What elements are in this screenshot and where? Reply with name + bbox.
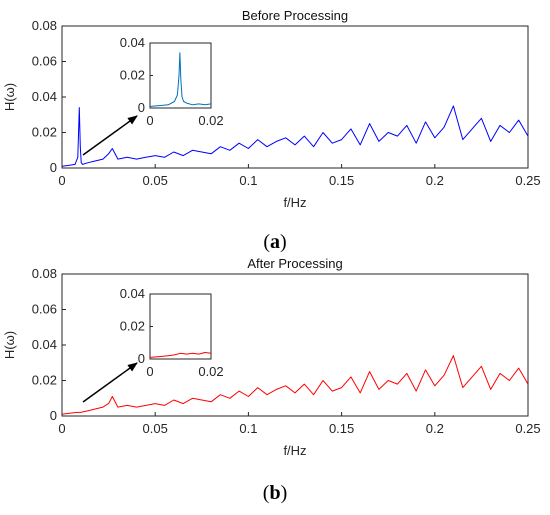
panel-b: After Processing 0 0.05 0.1 0.15 0.2 0.25 0 0.0… (2, 256, 541, 504)
inset-axes-a: 0 0.02 0 0.02 0.04 (120, 35, 224, 128)
zoom-arrow-a (82, 115, 138, 156)
inset-b-x-tick-label: 0 (146, 364, 153, 379)
main-a-y-tick-label: 0.04 (32, 89, 57, 104)
inset-b-y-tick-label: 0.02 (120, 319, 145, 334)
inset-a-x-tick-label: 0 (146, 113, 153, 128)
panel-label-b: (b) (263, 482, 287, 504)
inset-b-y-tick-label: 0 (138, 351, 145, 366)
y-axis-label-a: H(ω) (2, 83, 17, 111)
main-b-y-tick-label: 0.04 (32, 337, 57, 352)
main-a-y-tick-label: 0 (50, 160, 57, 175)
inset-line-b (149, 352, 212, 358)
main-a-x-tick-label: 0.25 (515, 173, 540, 188)
main-a-x-tick-label: 0.1 (239, 173, 257, 188)
x-axis-label-b: f/Hz (283, 443, 306, 458)
plot-title-a: Before Processing (242, 8, 348, 23)
inset-axes-b: 0 0.02 0 0.02 0.04 (120, 286, 224, 379)
main-a-y-tick-label: 0.02 (32, 125, 57, 140)
inset-box-b (149, 293, 212, 360)
main-a-y-tick-label: 0.06 (32, 54, 57, 69)
spectrum-line-a (61, 105, 529, 167)
panel-label-a: (a) (263, 231, 286, 253)
inset-a-y-tick-label: 0 (138, 100, 145, 115)
main-b-x-tick-label: 0.05 (143, 421, 168, 436)
main-a-y-tick-label: 0.08 (32, 18, 57, 33)
spectrum-line-b (61, 355, 529, 415)
main-b-y-tick-label: 0.06 (32, 302, 57, 317)
plot-title-b: After Processing (247, 256, 342, 271)
inset-a-x-tick-label: 0.02 (198, 113, 223, 128)
panel-a: Before Processing 0 0.05 0.1 0.15 0.2 0.25 0 0.… (2, 8, 541, 253)
inset-line-a (149, 52, 212, 107)
main-axes-b: 0 0.05 0.1 0.15 0.2 0.25 0 0.02 0.04 0.06 0.08 (32, 266, 541, 436)
zoom-arrow-b (82, 362, 138, 403)
main-b-y-tick-label: 0 (50, 408, 57, 423)
x-axis-label-a: f/Hz (283, 195, 306, 210)
main-b-x-tick-label: 0.25 (515, 421, 540, 436)
inset-b-y-tick-label: 0.04 (120, 286, 145, 301)
main-a-x-tick-label: 0.05 (143, 173, 168, 188)
main-a-x-tick-label: 0.15 (329, 173, 354, 188)
main-a-x-tick-label: 0 (58, 173, 65, 188)
inset-a-y-tick-label: 0.04 (120, 35, 145, 50)
main-axes-a: 0 0.05 0.1 0.15 0.2 0.25 0 0.02 0.04 0.06 0.08 (32, 18, 541, 188)
main-b-x-tick-label: 0 (58, 421, 65, 436)
main-b-x-tick-label: 0.15 (329, 421, 354, 436)
main-b-y-tick-label: 0.02 (32, 373, 57, 388)
y-axis-label-b: H(ω) (2, 331, 17, 359)
main-b-x-tick-label: 0.1 (239, 421, 257, 436)
inset-b-x-tick-label: 0.02 (198, 364, 223, 379)
inset-a-y-tick-label: 0.02 (120, 68, 145, 83)
main-b-y-tick-label: 0.08 (32, 266, 57, 281)
main-a-x-tick-label: 0.2 (426, 173, 444, 188)
main-b-x-tick-label: 0.2 (426, 421, 444, 436)
